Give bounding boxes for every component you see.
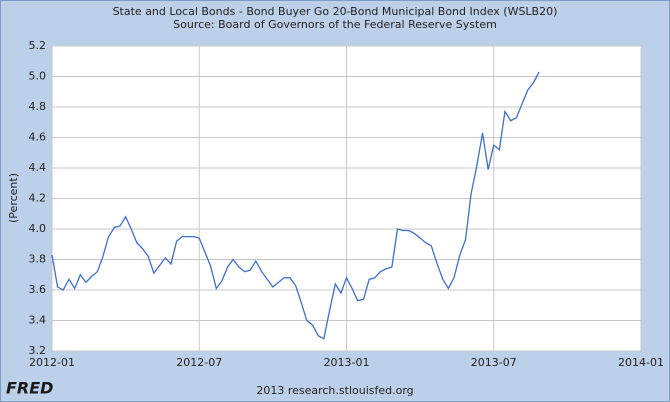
logo: FRED	[6, 379, 53, 398]
y-tick-label: 3.6	[29, 283, 47, 296]
x-tick-label: 2012-07	[176, 356, 222, 369]
y-tick-label: 3.8	[29, 253, 47, 266]
data-line	[51, 71, 540, 340]
chart-subtitle: Source: Board of Governors of the Federa…	[173, 18, 497, 31]
y-tick-label: 3.2	[29, 344, 47, 357]
y-tick-label: 4.4	[29, 161, 47, 174]
y-tick-label: 4.0	[29, 222, 47, 235]
chart-title: State and Local Bonds - Bond Buyer Go 20…	[113, 5, 558, 18]
x-tick-label: 2013-01	[324, 356, 370, 369]
y-tick-label: 5.0	[29, 70, 47, 83]
y-tick-label: 3.4	[29, 314, 47, 327]
x-tick-label: 2012-01	[29, 356, 75, 369]
y-tick-label: 4.8	[29, 100, 47, 113]
footer: 2013 research.stlouisfed.org	[256, 384, 413, 397]
x-tick-label: 2013-07	[471, 356, 517, 369]
y-tick-label: 4.2	[29, 192, 47, 205]
y-tick-label: 4.6	[29, 131, 47, 144]
y-axis-label: (Percent)	[7, 173, 20, 223]
x-tick-label: 2014-01	[618, 356, 664, 369]
y-tick-label: 5.2	[29, 39, 47, 52]
